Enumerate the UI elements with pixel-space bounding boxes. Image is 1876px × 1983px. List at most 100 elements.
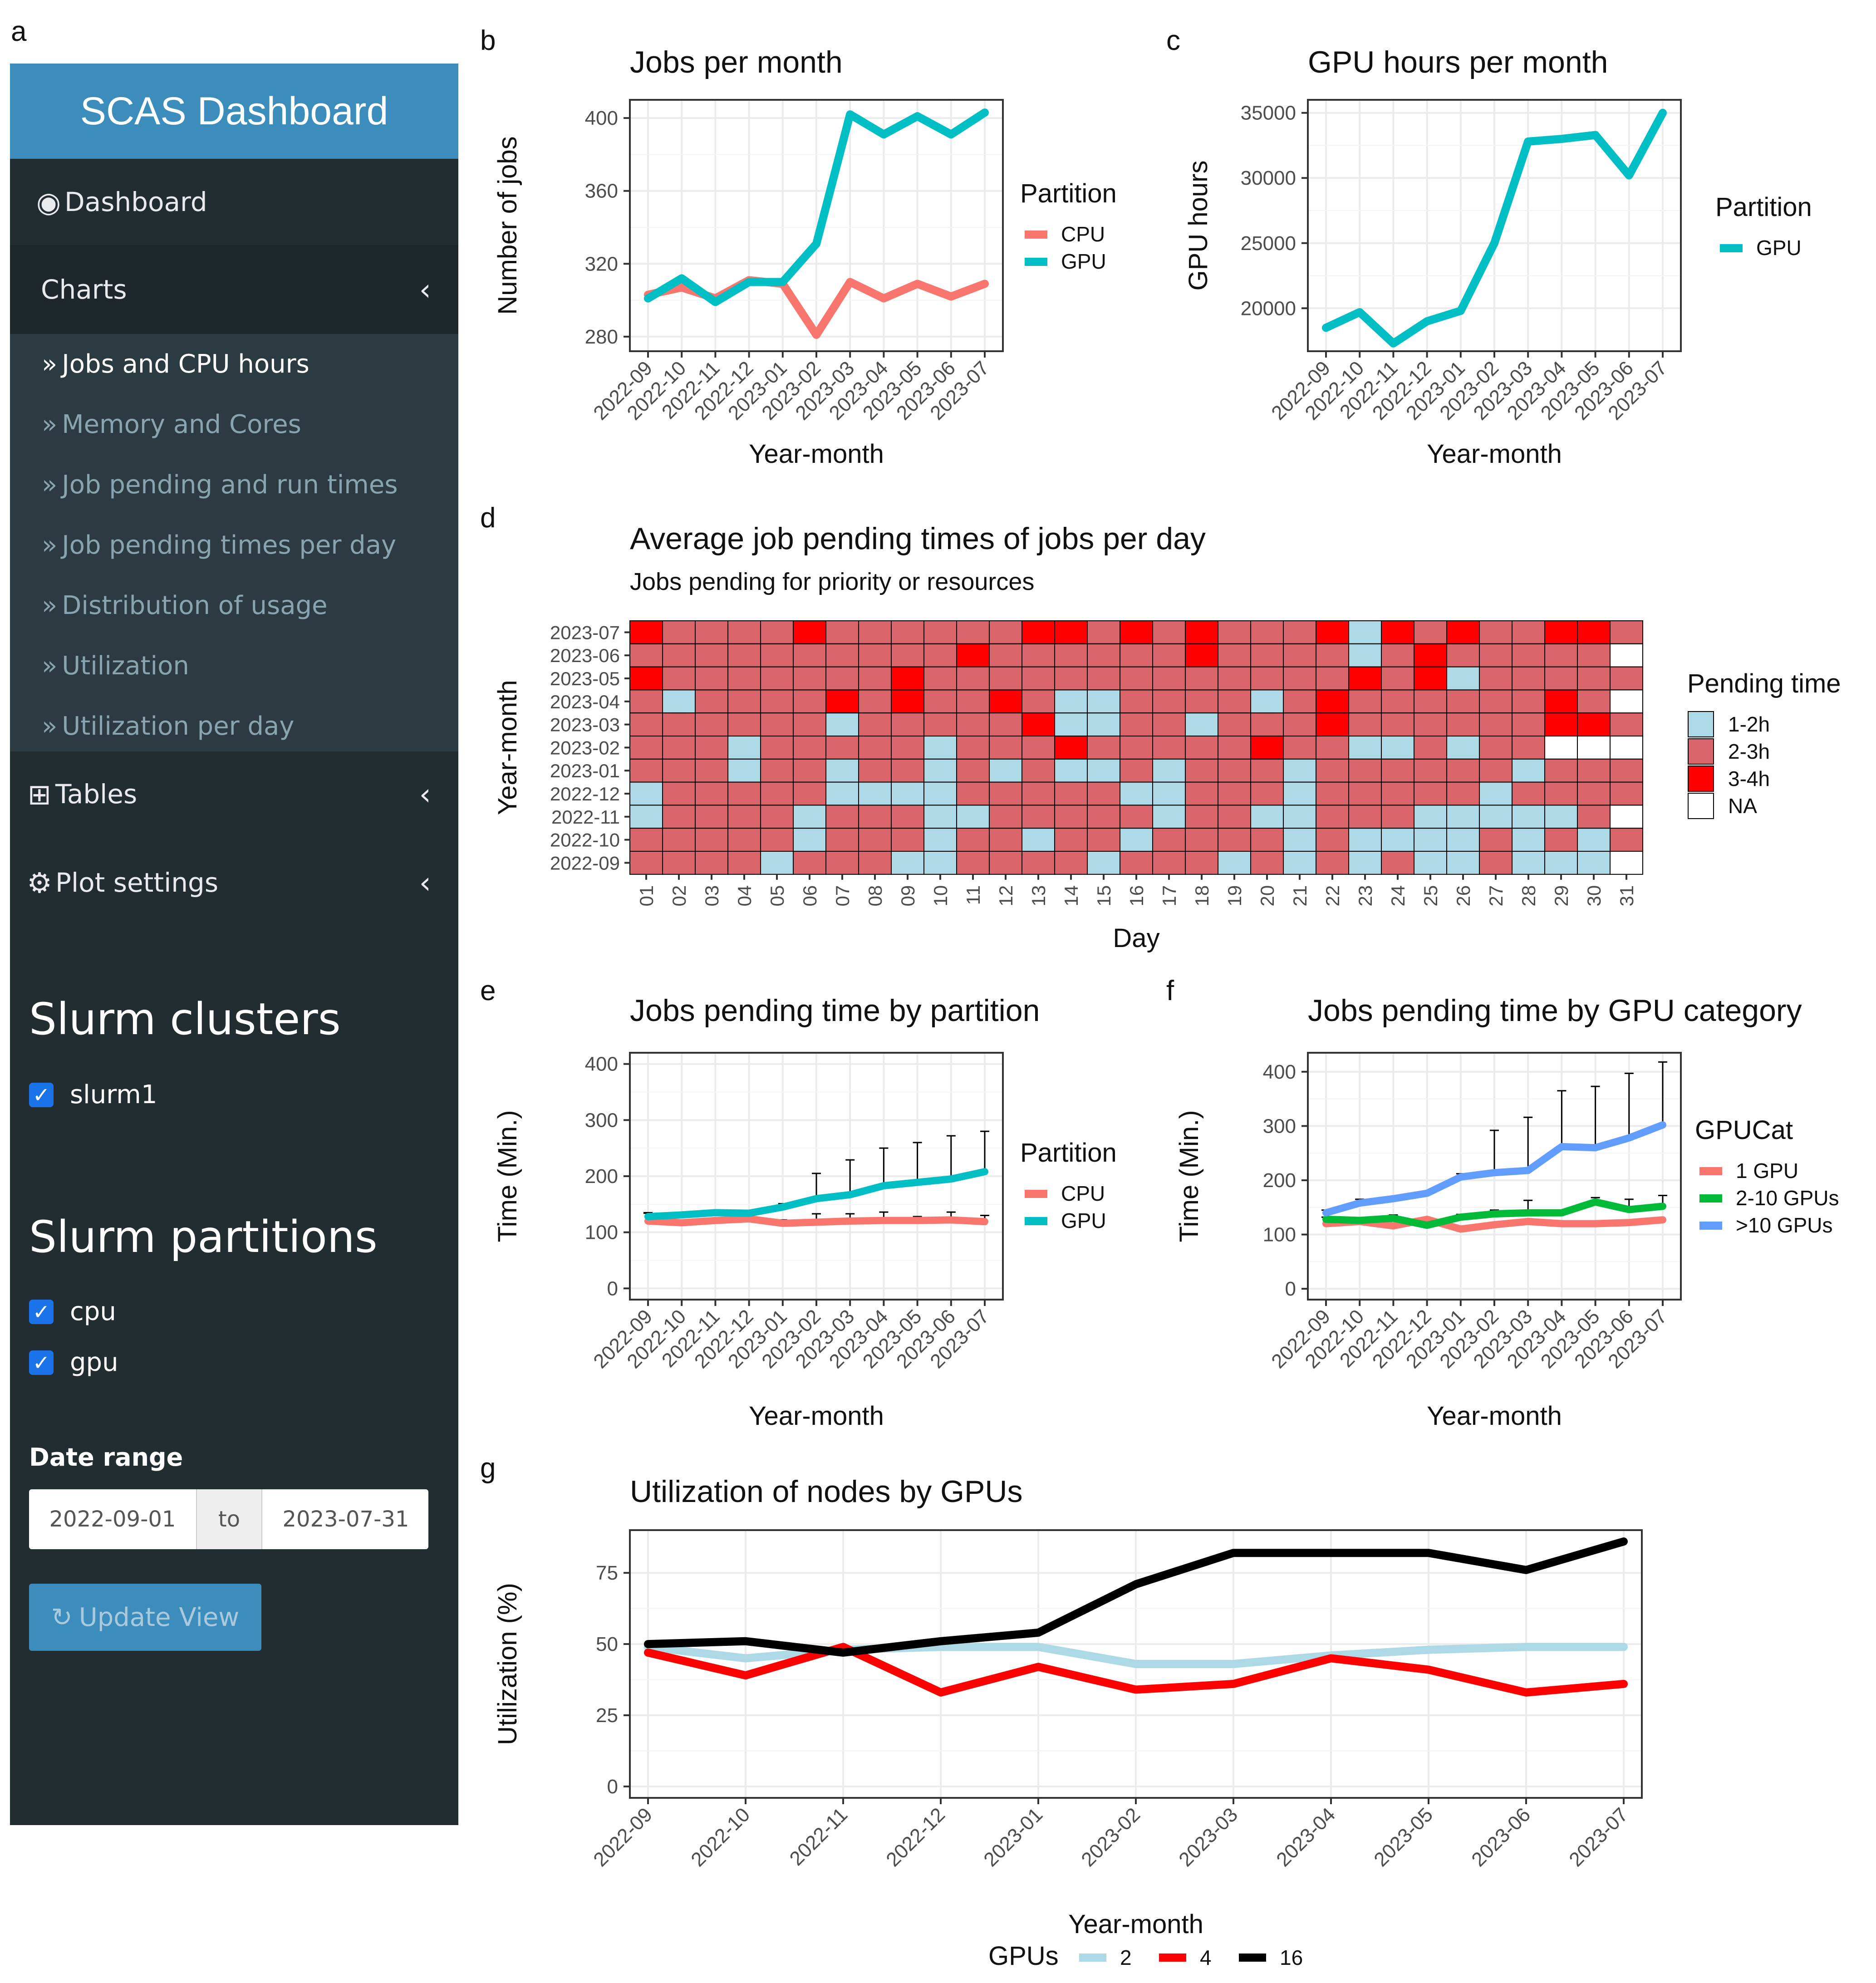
chevron-left-icon: ‹ xyxy=(419,776,431,812)
chart-title: Jobs per month xyxy=(630,45,843,79)
heatmap-cell xyxy=(727,643,761,668)
x-tick-label: 08 xyxy=(864,885,886,907)
heatmap-cell xyxy=(760,666,794,691)
heatmap-cell xyxy=(891,758,924,783)
heatmap-cell xyxy=(1021,620,1055,644)
sidebar-subitem-label: Jobs and CPU hours xyxy=(62,349,309,379)
sidebar-item-charts[interactable]: Charts ‹ xyxy=(10,245,458,334)
partition-checkbox-cpu[interactable]: ✓ cpu xyxy=(29,1297,116,1326)
heatmap-cell xyxy=(1283,666,1316,691)
heatmap-cell xyxy=(825,828,859,852)
heatmap-cell xyxy=(727,712,761,737)
heatmap-cell xyxy=(1414,851,1447,875)
sidebar-item-plot-settings[interactable]: ⚙ Plot settings ‹ xyxy=(10,846,458,919)
x-tick-label: 2023-04 xyxy=(1272,1803,1340,1871)
y-tick-label: 400 xyxy=(585,107,618,129)
heatmap-cell xyxy=(695,851,728,875)
heatmap-cell xyxy=(1283,620,1316,644)
heatmap-cell xyxy=(629,666,663,691)
heatmap-cell xyxy=(1152,689,1186,714)
heatmap-cell xyxy=(662,851,696,875)
heatmap-cell xyxy=(695,805,728,829)
legend-title: Partition xyxy=(1020,1138,1117,1168)
heatmap-cell xyxy=(793,689,826,714)
heatmap-cell xyxy=(1512,851,1545,875)
heatmap-cell xyxy=(629,805,663,829)
heatmap-cell xyxy=(1120,805,1153,829)
sidebar-item-dashboard[interactable]: ◉ Dashboard xyxy=(10,168,458,236)
heatmap-cell xyxy=(1152,758,1186,783)
legend-label: 1-2h xyxy=(1728,712,1770,736)
app-title: SCAS Dashboard xyxy=(10,64,458,159)
series-line-1 xyxy=(1322,1198,1666,1229)
heatmap-cell xyxy=(1512,736,1545,760)
sidebar-subitem[interactable]: » Jobs and CPU hours xyxy=(42,349,309,379)
heatmap-cell xyxy=(1218,666,1251,691)
heatmap-cell xyxy=(1152,643,1186,668)
double-chevron-right-icon: » xyxy=(42,591,58,620)
heatmap-cell xyxy=(1120,666,1153,691)
heatmap-cell xyxy=(1054,736,1088,760)
sidebar-subitem[interactable]: » Job pending times per day xyxy=(42,530,396,560)
heatmap-cell xyxy=(793,758,826,783)
sidebar-subitem[interactable]: » Memory and Cores xyxy=(42,410,301,439)
heatmap-cell xyxy=(956,689,990,714)
heatmap-cell xyxy=(1381,620,1414,644)
heatmap-cell xyxy=(1446,828,1480,852)
heatmap-cell xyxy=(1381,758,1414,783)
heatmap-cell xyxy=(1054,781,1088,806)
legend-key xyxy=(1688,766,1714,792)
charts-submenu: » Jobs and CPU hours» Memory and Cores» Job… xyxy=(10,334,458,751)
heatmap-cell xyxy=(858,620,892,644)
sidebar-subitem-label: Job pending and run times xyxy=(62,470,398,500)
panel-letter-f: f xyxy=(1166,975,1174,1006)
panel-letter-a: a xyxy=(11,16,27,47)
heatmap-cell xyxy=(727,758,761,783)
sidebar-item-tables[interactable]: ⊞ Tables ‹ xyxy=(10,758,458,830)
heatmap-cell xyxy=(1544,666,1578,691)
heatmap-cell xyxy=(1152,666,1186,691)
y-tick-label: 200 xyxy=(585,1165,618,1188)
sidebar-subitem[interactable]: » Utilization xyxy=(42,651,189,681)
heatmap-cell xyxy=(1283,736,1316,760)
heatmap-cell xyxy=(1446,805,1480,829)
y-tick-label: 300 xyxy=(585,1109,618,1131)
heatmap-cell xyxy=(1120,781,1153,806)
x-tick-label: 09 xyxy=(897,885,918,907)
legend-label: 2-10 GPUs xyxy=(1736,1186,1839,1210)
heatmap-cell xyxy=(956,851,990,875)
sidebar-subitem-label: Job pending times per day xyxy=(62,530,397,560)
heatmap-cell xyxy=(891,828,924,852)
heatmap-cell xyxy=(1120,736,1153,760)
sidebar-item-charts-label: Charts xyxy=(41,274,127,305)
y-tick-label: 400 xyxy=(1263,1061,1296,1083)
heatmap-cell xyxy=(1479,620,1513,644)
chart-pending-by-partition: Jobs pending time by partition 0 100 200 300… xyxy=(493,993,1117,1431)
heatmap-cell xyxy=(1250,689,1284,714)
legend-label: GPU xyxy=(1756,236,1802,260)
sidebar-subitem[interactable]: » Job pending and run times xyxy=(42,470,398,500)
y-tick-label: 25 xyxy=(596,1704,618,1727)
legend-label: CPU xyxy=(1061,1182,1105,1205)
partition-checkbox-gpu[interactable]: ✓ gpu xyxy=(29,1348,118,1377)
heatmap-cell xyxy=(891,620,924,644)
cluster-checkbox-slurm1[interactable]: ✓ slurm1 xyxy=(29,1080,157,1109)
heatmap-cell xyxy=(1479,666,1513,691)
heatmap-cell xyxy=(989,712,1022,737)
x-axis-title: Year-month xyxy=(1427,439,1562,469)
y-tick-label: 20000 xyxy=(1241,297,1296,319)
sidebar-subitem[interactable]: » Utilization per day xyxy=(42,712,295,741)
legend-key xyxy=(1688,711,1714,737)
date-to-field[interactable]: 2023-07-31 xyxy=(282,1507,409,1532)
sidebar-subitem[interactable]: » Distribution of usage xyxy=(42,591,328,620)
heatmap-cell xyxy=(1544,758,1578,783)
legend-title: Partition xyxy=(1715,192,1812,222)
update-view-button[interactable]: ↻ Update View xyxy=(29,1584,261,1651)
heatmap-cell xyxy=(1577,643,1611,668)
heatmap-cell xyxy=(989,781,1022,806)
date-from-field[interactable]: 2022-09-01 xyxy=(49,1507,176,1532)
heatmap-cell xyxy=(1185,736,1218,760)
dashboard-icon: ◉ xyxy=(36,185,61,219)
heatmap-cell xyxy=(662,712,696,737)
legend-title: GPUCat xyxy=(1695,1115,1793,1145)
